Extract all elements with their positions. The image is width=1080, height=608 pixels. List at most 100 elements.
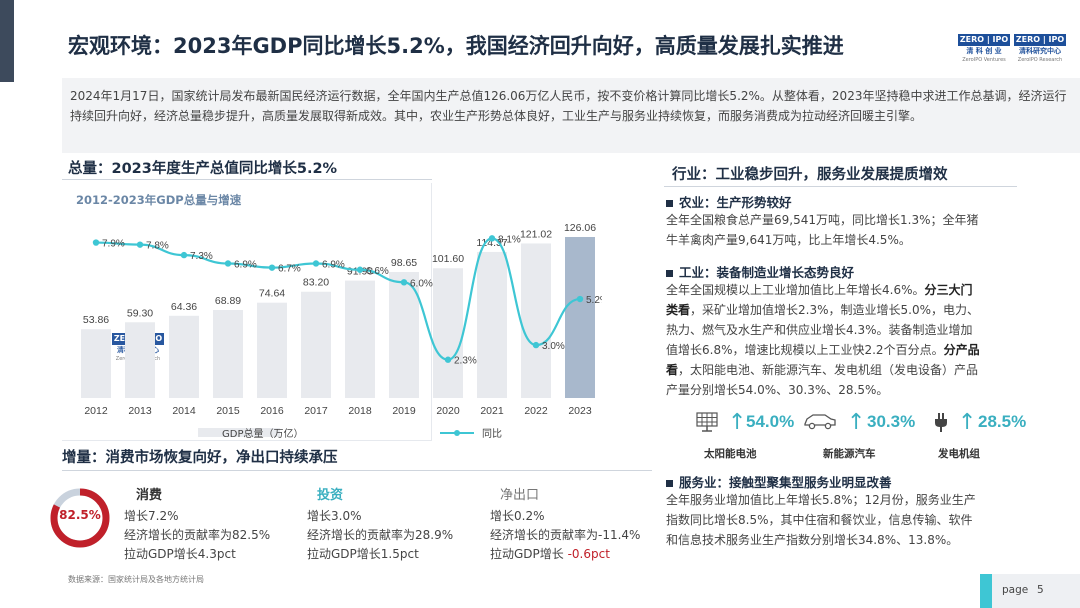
bar-value-label: 121.02	[520, 228, 552, 240]
card-line: 增长0.2%	[490, 509, 545, 523]
growth-label: 8.1%	[498, 234, 521, 245]
product-pct: 54.0%	[746, 412, 795, 431]
product-label: 发电机组	[938, 448, 980, 460]
gdp-bar	[213, 310, 243, 398]
growth-point	[312, 260, 320, 267]
growth-label: 2.3%	[454, 356, 477, 367]
bar-value-label: 68.89	[215, 295, 241, 307]
growth-label: 6.6%	[366, 266, 389, 277]
donut-label: 82.5%	[59, 508, 101, 522]
chart-panel	[62, 183, 432, 441]
growth-label: 7.3%	[190, 251, 213, 262]
x-tick-label: 2012	[84, 405, 108, 417]
para-line: 产量分别增长54.0%、30.3%、28.5%。	[666, 383, 889, 397]
card-consumption: 消费 增长7.2% 经济增长的贡献率为82.5% 拉动GDP增长4.3pct	[124, 484, 270, 564]
page-accent	[980, 574, 992, 608]
growth-point	[488, 235, 496, 242]
industry-text: 全年全国规模以上工业增加值比上年增长4.6%。分三大门 类看，采矿业增加值增长2…	[666, 280, 980, 400]
growth-point	[576, 295, 584, 303]
industry-title: 工业：装备制造业增长态势良好	[666, 262, 854, 281]
gdp-bar	[521, 243, 551, 398]
card-line: 增长7.2%	[124, 509, 179, 523]
growth-label: 6.0%	[410, 278, 433, 289]
bullet-square	[666, 480, 673, 487]
x-tick-label: 2017	[304, 405, 328, 417]
para-line: 值增长6.8%，增速比规模以上工业快2.2个百分点。分产品	[666, 343, 980, 357]
total-divider	[62, 179, 432, 180]
growth-label: 6.9%	[234, 259, 257, 270]
legend-line-dot	[454, 430, 460, 436]
growth-point	[356, 266, 364, 273]
bar-value-label: 98.65	[391, 257, 417, 269]
negative-value: -0.6pct	[567, 547, 610, 561]
card-net-export: 净出口 增长0.2% 经济增长的贡献率为-11.4% 拉动GDP增长 -0.6p…	[490, 484, 640, 564]
gdp-bar	[169, 315, 199, 398]
card-line: 拉动GDP增长	[490, 547, 568, 561]
x-tick-label: 2013	[128, 405, 152, 417]
para-line: 看，太阳能电池、新能源汽车、发电机组（发电设备）产品	[666, 363, 979, 377]
page-label: page	[1002, 584, 1029, 596]
x-tick-label: 2019	[392, 405, 416, 417]
growth-point	[224, 260, 232, 267]
agri-text: 全年全国粮食总产量69,541万吨，同比增长1.3%；全年猪 牛羊禽肉产量9,6…	[666, 210, 978, 250]
growth-point	[180, 251, 188, 259]
growth-label: 7.9%	[102, 239, 125, 250]
x-tick-label: 2014	[172, 405, 196, 417]
x-tick-label: 2020	[436, 405, 460, 417]
product-pct: 30.3%	[867, 412, 916, 431]
bar-value-label: 64.36	[171, 301, 197, 313]
plug-icon	[935, 413, 947, 432]
para-line: 热力、燃气及水生产和供应业增长4.3%。装备制造业增加	[666, 323, 973, 337]
para-line: 全年全国粮食总产量69,541万吨，同比增长1.3%；全年猪	[666, 213, 979, 227]
card-line: 拉动GDP增长1.5pct	[307, 547, 419, 561]
x-tick-label: 2016	[260, 405, 284, 417]
growth-label: 6.9%	[322, 259, 345, 270]
gdp-bar	[257, 302, 287, 398]
logo-ventures: ZERO | IPO 清 科 创 业 ZeroIPO Ventures	[958, 34, 1010, 63]
card-title: 消费	[136, 488, 163, 503]
car-icon	[804, 414, 836, 430]
para-line: 指数同比增长8.5%，其中住宿和餐饮业，信息传输、软件	[666, 513, 973, 527]
product-ev: ↑ 30.3% 新能源汽车	[803, 410, 915, 460]
para-line: 全年全国规模以上工业增加值比上年增长4.6%。分三大门	[666, 283, 973, 297]
growth-label: 3.0%	[542, 341, 565, 352]
para-line: 全年服务业增加值比上年增长5.8%；12月份，服务业生产	[666, 493, 976, 507]
card-title: 投资	[317, 488, 344, 503]
left-accent-strip	[0, 0, 14, 82]
x-tick-label: 2022	[524, 405, 548, 417]
gdp-bar	[389, 272, 419, 398]
x-tick-label: 2021	[480, 405, 504, 417]
page-footer	[980, 574, 1080, 608]
product-label: 新能源汽车	[823, 448, 876, 460]
intro-paragraph: 2024年1月17日，国家统计局发布最新国民经济运行数据，全年国内生产总值126…	[62, 78, 1080, 153]
legend-bar-swatch	[198, 428, 280, 437]
bullet-square	[666, 270, 673, 277]
growth-point	[444, 356, 452, 363]
bar-value-label: 59.30	[127, 307, 153, 319]
up-arrow-icon: ↑	[728, 410, 747, 435]
growth-point	[92, 239, 100, 246]
data-source: 数据来源：国家统计局及各地方统计局	[68, 575, 204, 584]
industry-divider	[664, 186, 1017, 187]
card-title: 净出口	[500, 488, 540, 503]
total-heading: 总量：2023年度生产总值同比增长5.2%	[68, 161, 338, 177]
page-title: 宏观环境：2023年GDP同比增长5.2%，我国经济回升向好，高质量发展扎实推进	[68, 34, 844, 58]
product-generator: ↑ 28.5% 发电机组	[934, 410, 1026, 460]
chart-title: 2012-2023年GDP总量与增速	[76, 193, 242, 207]
legend-line-label: 同比	[482, 428, 502, 440]
bar-value-label: 53.86	[83, 314, 109, 326]
gdp-chart-svg: 53.86 2012 59.30 2013 64.36 2014 68.89 2015 74.6…	[81, 222, 609, 440]
x-tick-label: 2023	[568, 405, 592, 417]
bar-value-label: 101.60	[432, 253, 464, 265]
service-text: 全年服务业增加值比上年增长5.8%；12月份，服务业生产 指数同比增长8.5%，…	[666, 490, 976, 550]
gdp-bar	[301, 291, 331, 398]
gdp-bar	[125, 322, 155, 398]
card-line: 经济增长的贡献率为82.5%	[124, 528, 271, 542]
card-line: 经济增长的贡献率为28.9%	[307, 528, 454, 542]
product-pct: 28.5%	[978, 412, 1027, 431]
industry-heading: 行业：工业稳步回升，服务业发展提质增效	[672, 167, 948, 183]
para-line: 类看，采矿业增加值增长2.3%，制造业增长5.0%，电力、	[666, 303, 979, 317]
gdp-bar	[345, 280, 375, 398]
bullet-square	[666, 200, 673, 207]
para-line: 和信息技术服务业生产指数分别增长34.8%、13.8%。	[666, 533, 959, 547]
